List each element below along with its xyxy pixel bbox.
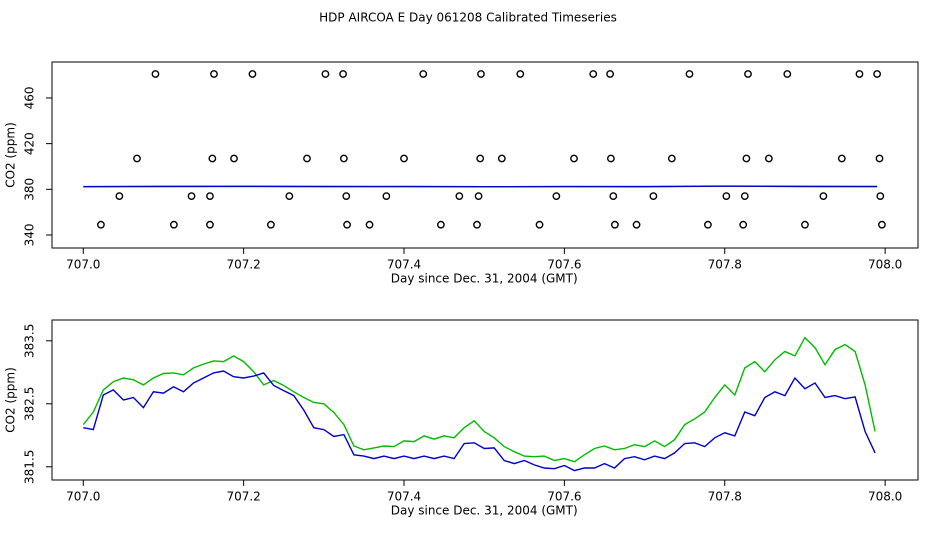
data-point (764, 154, 773, 163)
data-point (667, 154, 676, 163)
data-point (343, 220, 351, 229)
page-title: HDP AIRCOA E Day 061208 Calibrated Times… (319, 11, 617, 25)
data-point (400, 154, 408, 163)
data-point (855, 70, 864, 78)
x-axis-label: Day since Dec. 31, 2004 (GMT) (391, 272, 578, 286)
data-point (570, 154, 578, 163)
data-point (873, 70, 882, 78)
data-point (819, 192, 828, 201)
plot-frame (51, 61, 919, 249)
data-point (801, 220, 809, 229)
data-point (133, 154, 141, 163)
y-tick-label: 382.5 (23, 387, 37, 421)
x-tick-label: 707.8 (708, 258, 742, 272)
data-point (210, 70, 218, 78)
y-tick-label: 381.5 (23, 450, 37, 484)
data-point (267, 220, 275, 229)
data-point (722, 192, 731, 201)
y-tick-label: 380 (23, 178, 37, 201)
data-point (455, 192, 464, 201)
x-tick-label: 707.6 (547, 258, 581, 272)
data-point (744, 70, 752, 78)
x-tick-label: 707.4 (387, 258, 421, 272)
data-point (477, 70, 485, 78)
y-tick-label: 383.5 (23, 324, 37, 358)
x-tick-label: 707.8 (708, 490, 742, 504)
data-point (739, 220, 748, 229)
plot-frame (51, 319, 919, 481)
data-point (339, 70, 347, 78)
data-point (742, 154, 751, 163)
data-point (589, 70, 598, 78)
x-axis-label: Day since Dec. 31, 2004 (GMT) (391, 504, 578, 518)
data-point (303, 154, 311, 163)
data-point (473, 220, 481, 229)
data-point (474, 192, 483, 201)
y-tick-label: 460 (23, 87, 37, 110)
data-point (365, 220, 374, 229)
data-point (516, 70, 525, 78)
data-point (611, 220, 619, 229)
data-point (285, 192, 294, 201)
data-point (875, 154, 884, 163)
data-point (476, 154, 485, 163)
data-point (878, 220, 886, 229)
y-tick-label: 340 (23, 224, 37, 247)
data-point (837, 154, 846, 163)
data-point (206, 220, 214, 229)
data-point (436, 220, 445, 229)
x-tick-label: 707.2 (226, 258, 260, 272)
y-axis-label: CO2 (ppm) (4, 122, 18, 188)
data-point (230, 154, 238, 163)
data-point (206, 192, 214, 201)
x-tick-label: 707.2 (226, 490, 260, 504)
x-tick-label: 708.0 (868, 258, 902, 272)
data-point (685, 70, 694, 78)
x-tick-label: 707.4 (387, 490, 421, 504)
data-point (169, 220, 178, 229)
data-point (339, 154, 348, 163)
data-point (876, 192, 885, 201)
x-tick-label: 708.0 (868, 490, 902, 504)
data-point (382, 192, 391, 201)
data-point (321, 70, 330, 78)
data-point (632, 220, 641, 229)
data-point (497, 154, 506, 163)
data-point (606, 70, 614, 78)
data-point (248, 70, 257, 78)
data-point (208, 154, 217, 163)
data-point (419, 70, 428, 78)
data-point (115, 192, 124, 201)
data-point (151, 70, 160, 78)
x-tick-label: 707.0 (66, 490, 100, 504)
data-point (649, 192, 658, 201)
data-point (783, 70, 792, 78)
data-line (82, 336, 876, 463)
x-tick-label: 707.6 (547, 490, 581, 504)
data-line (83, 185, 878, 188)
data-point (97, 220, 105, 229)
data-point (552, 192, 561, 201)
data-point (187, 192, 196, 201)
data-line (83, 370, 876, 472)
data-point (535, 220, 544, 229)
data-point (740, 192, 749, 201)
y-tick-label: 420 (23, 132, 37, 155)
data-point (606, 154, 615, 163)
y-axis-label: CO2 (ppm) (4, 367, 18, 433)
data-point (704, 220, 712, 229)
x-tick-label: 707.0 (66, 258, 100, 272)
data-point (609, 192, 618, 201)
data-point (342, 192, 351, 201)
